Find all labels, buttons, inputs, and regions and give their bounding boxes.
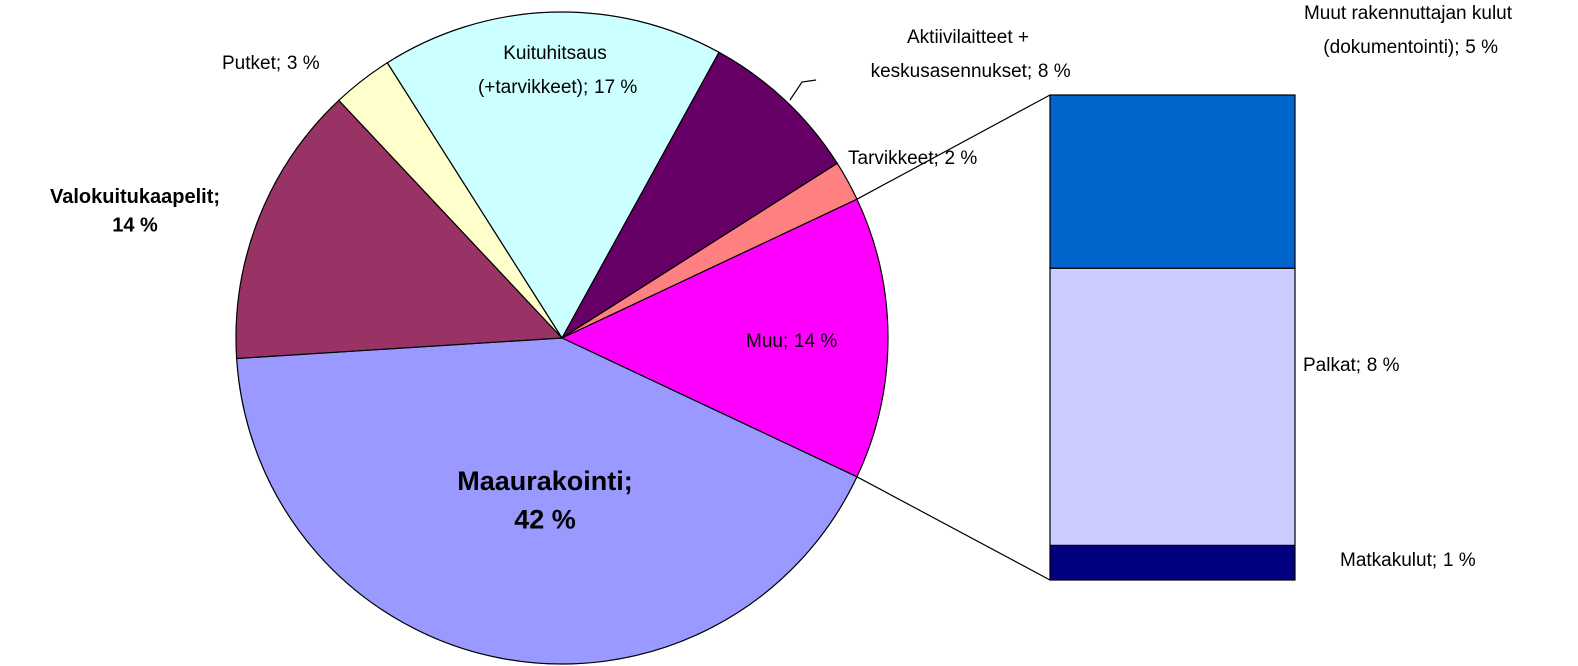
pie-slice	[235, 99, 564, 360]
slice-label: Muu;	[746, 331, 788, 352]
value-label: 2 %	[945, 148, 978, 169]
slice-label: Maaurakointi;	[457, 466, 633, 496]
value-label: 14 %	[794, 331, 837, 352]
pie-slice	[561, 51, 839, 339]
pie-slice	[386, 11, 720, 340]
value-label: 8 %	[1038, 61, 1071, 82]
slice-label: Valokuitukaapelit;	[50, 186, 220, 208]
slice-label: Putket;	[222, 53, 281, 74]
value-label: 1 %	[1443, 550, 1476, 571]
value-label: 5 %	[1465, 37, 1498, 58]
slice-label: Muut rakennuttajan kulut (dokumentointi)…	[1304, 3, 1513, 58]
pie-slice	[560, 198, 889, 478]
connector-line	[856, 476, 1051, 581]
value-label: 14 %	[112, 214, 158, 236]
slice-label: Aktiivilaitteet + keskusasennukset;	[865, 27, 1032, 82]
value-label: 17 %	[594, 77, 637, 98]
leader-line	[789, 79, 817, 101]
slice-label: Palkat;	[1303, 355, 1361, 376]
slice-label: Matkakulut;	[1340, 550, 1437, 571]
connector-line	[856, 94, 1051, 200]
value-label: 8 %	[1367, 355, 1400, 376]
bar-segment	[1049, 544, 1296, 581]
bar-segment	[1049, 267, 1296, 546]
value-label: 42 %	[514, 504, 576, 534]
slice-label: Tarvikkeet;	[848, 148, 939, 169]
pie-slice	[236, 337, 858, 665]
value-label: 3 %	[287, 53, 320, 74]
slice-label: Kuituhitsaus (+tarvikkeet);	[473, 43, 607, 98]
bar-segment	[1049, 94, 1296, 269]
